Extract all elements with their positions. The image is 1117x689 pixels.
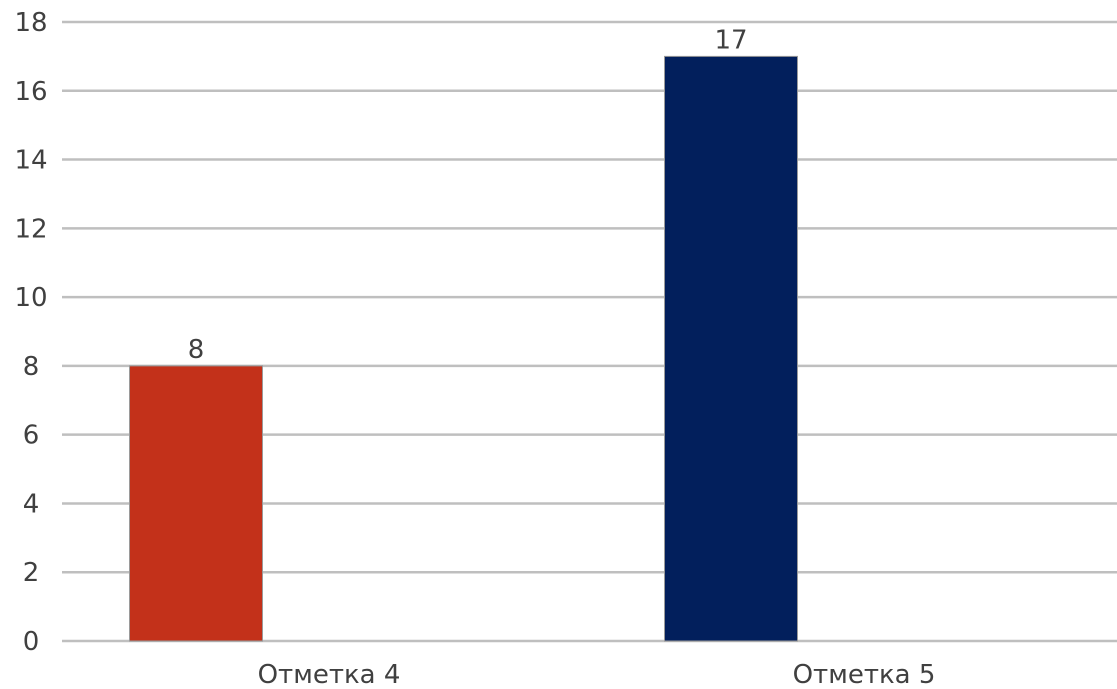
y-tick-label: 18 xyxy=(14,8,47,38)
y-tick-label: 8 xyxy=(23,352,40,382)
x-axis-labels: Отметка 4 Отметка 5 xyxy=(258,660,936,689)
data-label: 8 xyxy=(188,335,205,365)
y-tick-label: 4 xyxy=(23,489,40,519)
y-tick-label: 12 xyxy=(14,214,47,244)
bar-1 xyxy=(129,365,263,642)
x-category-label: Отметка 5 xyxy=(793,660,936,689)
bars xyxy=(129,55,798,642)
y-tick-label: 14 xyxy=(14,146,47,176)
bar-2 xyxy=(664,55,798,642)
y-tick-label: 16 xyxy=(14,77,47,107)
y-tick-label: 2 xyxy=(23,558,40,588)
y-axis-ticks: 0 2 4 6 8 10 12 14 16 18 xyxy=(14,8,47,657)
x-category-label: Отметка 4 xyxy=(258,660,401,689)
data-labels: 8 17 xyxy=(188,25,748,365)
y-tick-label: 10 xyxy=(14,283,47,313)
data-label: 17 xyxy=(714,25,747,55)
y-tick-label: 6 xyxy=(23,421,40,451)
y-tick-label: 0 xyxy=(23,627,40,657)
